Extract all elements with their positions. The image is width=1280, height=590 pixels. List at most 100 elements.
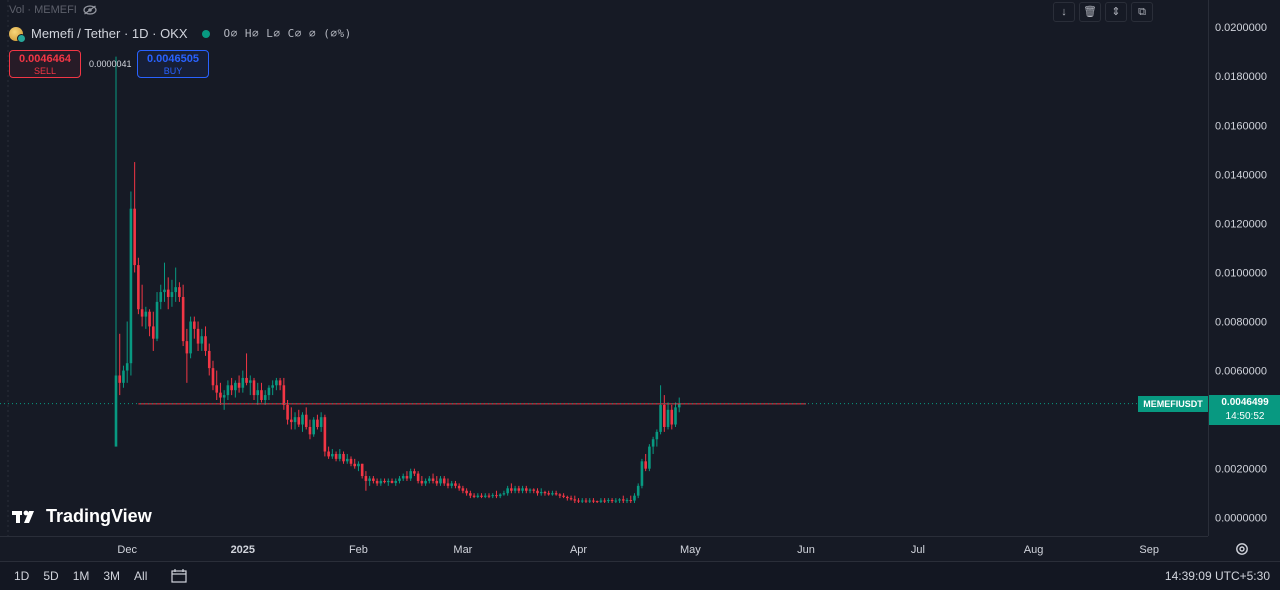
candle[interactable]: [498, 493, 502, 499]
candle[interactable]: [166, 277, 170, 310]
candle[interactable]: [510, 483, 513, 494]
candle[interactable]: [442, 476, 446, 486]
sell-button[interactable]: 0.0046464 SELL: [9, 50, 81, 78]
candle[interactable]: [633, 493, 636, 504]
candle[interactable]: [636, 483, 640, 499]
candle[interactable]: [465, 488, 468, 496]
candle[interactable]: [178, 282, 181, 302]
candle[interactable]: [327, 446, 330, 459]
candle[interactable]: [207, 343, 211, 376]
candle[interactable]: [252, 377, 256, 400]
candle[interactable]: [577, 498, 580, 504]
candle[interactable]: [118, 333, 122, 396]
candle[interactable]: [290, 407, 293, 430]
candle[interactable]: [357, 461, 360, 472]
candle[interactable]: [424, 478, 427, 486]
candle[interactable]: [364, 471, 368, 491]
candle[interactable]: [398, 476, 401, 484]
candle[interactable]: [263, 390, 267, 405]
candle[interactable]: [625, 498, 629, 504]
candle[interactable]: [114, 56, 118, 447]
symbol-title[interactable]: Memefi / Tether · 1D · OKX: [31, 26, 188, 41]
candle[interactable]: [487, 493, 491, 499]
candle[interactable]: [189, 316, 192, 359]
candle[interactable]: [304, 407, 308, 430]
candle[interactable]: [193, 316, 196, 339]
candle[interactable]: [379, 478, 383, 486]
candle[interactable]: [267, 385, 271, 400]
candle[interactable]: [551, 490, 554, 496]
candlestick-chart[interactable]: [0, 0, 1208, 536]
candle[interactable]: [539, 488, 543, 496]
candle[interactable]: [428, 476, 431, 484]
candle[interactable]: [457, 483, 461, 491]
candle[interactable]: [409, 468, 412, 481]
candle[interactable]: [584, 498, 588, 504]
candle[interactable]: [308, 419, 312, 440]
candle[interactable]: [618, 498, 621, 504]
volume-indicator-legend[interactable]: Vol · MEMEFI: [9, 4, 97, 16]
candle[interactable]: [386, 478, 390, 486]
candle[interactable]: [219, 382, 222, 405]
clock-display[interactable]: 14:39:09 UTC+5:30: [1164, 569, 1270, 583]
candle[interactable]: [383, 478, 386, 484]
candle[interactable]: [416, 471, 420, 484]
candle[interactable]: [401, 473, 405, 481]
candle[interactable]: [532, 488, 536, 494]
range-5d-button[interactable]: 5D: [43, 569, 59, 583]
candle[interactable]: [607, 498, 610, 504]
candle[interactable]: [181, 284, 185, 347]
candle[interactable]: [331, 449, 334, 459]
gear-icon[interactable]: [1234, 541, 1250, 557]
candle[interactable]: [446, 478, 450, 489]
candle[interactable]: [461, 485, 465, 494]
candle[interactable]: [353, 458, 357, 469]
candle[interactable]: [345, 453, 349, 464]
candle[interactable]: [271, 380, 274, 396]
candle[interactable]: [644, 453, 647, 472]
candle[interactable]: [256, 382, 260, 405]
candle[interactable]: [566, 495, 569, 501]
candle[interactable]: [152, 311, 155, 351]
candle[interactable]: [476, 493, 480, 499]
candle[interactable]: [293, 412, 297, 430]
candle[interactable]: [405, 471, 409, 481]
buy-button[interactable]: 0.0046505 BUY: [137, 50, 209, 78]
candle[interactable]: [543, 490, 547, 496]
candle[interactable]: [435, 476, 439, 486]
candle[interactable]: [215, 370, 219, 400]
calendar-icon[interactable]: [171, 569, 187, 583]
candle[interactable]: [599, 498, 603, 504]
candle[interactable]: [360, 463, 364, 479]
candle[interactable]: [495, 490, 498, 499]
candle[interactable]: [651, 436, 655, 454]
candle[interactable]: [230, 377, 233, 396]
candle[interactable]: [517, 485, 521, 494]
candle[interactable]: [562, 493, 565, 499]
candle[interactable]: [394, 478, 398, 486]
symbol-legend[interactable]: Memefi / Tether · 1D · OKX O∅ H∅ L∅ C∅ ∅…: [9, 26, 352, 43]
candle[interactable]: [323, 414, 327, 457]
candle[interactable]: [670, 404, 674, 430]
candle[interactable]: [144, 306, 148, 329]
candle[interactable]: [506, 485, 509, 496]
range-1d-button[interactable]: 1D: [14, 569, 30, 583]
candle[interactable]: [536, 488, 539, 496]
candle[interactable]: [349, 456, 353, 467]
candle[interactable]: [226, 380, 230, 400]
candle[interactable]: [413, 468, 416, 477]
candle[interactable]: [677, 397, 681, 413]
candle[interactable]: [573, 495, 577, 504]
candle[interactable]: [528, 488, 532, 494]
candle[interactable]: [278, 377, 282, 391]
candle[interactable]: [122, 365, 125, 388]
candle[interactable]: [558, 493, 562, 499]
candle[interactable]: [554, 490, 558, 496]
candle[interactable]: [648, 444, 651, 472]
candle[interactable]: [420, 476, 424, 486]
candle[interactable]: [125, 321, 129, 383]
candle[interactable]: [483, 493, 487, 499]
candle[interactable]: [282, 377, 286, 410]
candle[interactable]: [211, 360, 215, 391]
candle[interactable]: [148, 309, 151, 337]
